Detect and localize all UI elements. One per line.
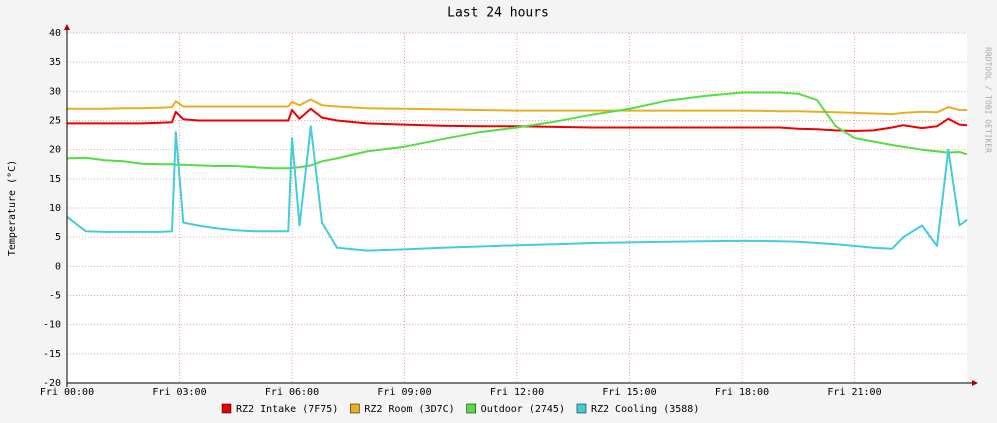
chart-title: Last 24 hours bbox=[447, 6, 549, 21]
legend: RZ2 Intake (7F75) RZ2 Room (3D7C) Outdoor … bbox=[221, 403, 699, 415]
y-tick-label: -20 bbox=[43, 378, 61, 389]
axes: -20 -15 -10 -5 0 5 10 15 20 25 30 35 40 Fri 00:00 Fri … bbox=[40, 24, 978, 398]
y-tick-label: 40 bbox=[49, 28, 61, 39]
y-tick-label: 10 bbox=[49, 203, 61, 214]
series-line bbox=[66, 125, 968, 252]
x-arrow bbox=[972, 380, 978, 386]
legend-label: Outdoor (2745) bbox=[481, 404, 565, 415]
lines bbox=[66, 91, 968, 252]
legend-swatch bbox=[350, 403, 360, 414]
watermark: RRDTOOL / TOBI OETIKER bbox=[984, 47, 993, 153]
y-arrow bbox=[64, 24, 70, 30]
y-tick-label: 5 bbox=[55, 232, 61, 243]
x-tick-label: Fri 03:00 bbox=[152, 387, 206, 398]
y-tick-label: 30 bbox=[49, 86, 61, 97]
y-tick-label: -5 bbox=[49, 291, 61, 302]
x-tick-label: Fri 18:00 bbox=[715, 387, 769, 398]
y-tick-label: -10 bbox=[43, 320, 61, 331]
x-tick-label: Fri 00:00 bbox=[40, 387, 94, 398]
y-tick-label: 35 bbox=[49, 57, 61, 68]
y-tick-label: 15 bbox=[49, 174, 61, 185]
legend-swatch bbox=[466, 403, 476, 414]
x-tick-label: Fri 06:00 bbox=[265, 387, 319, 398]
y-tick-label: 0 bbox=[55, 261, 61, 272]
grid bbox=[66, 32, 967, 384]
legend-swatch bbox=[221, 403, 232, 414]
legend-label: RZ2 Intake (7F75) bbox=[236, 404, 338, 415]
y-tick-label: 20 bbox=[49, 145, 61, 156]
series-line bbox=[67, 107, 968, 132]
x-tick-label: Fri 09:00 bbox=[377, 387, 431, 398]
x-tick-label: Fri 15:00 bbox=[602, 387, 656, 398]
y-axis-label: Temperature (°C) bbox=[7, 160, 18, 256]
series-line bbox=[66, 91, 968, 170]
y-tick-label: 25 bbox=[49, 116, 61, 127]
series-line bbox=[67, 98, 967, 116]
x-tick-label: Fri 12:00 bbox=[490, 387, 544, 398]
x-tick-label: Fri 21:00 bbox=[827, 387, 881, 398]
legend-label: RZ2 Cooling (3588) bbox=[591, 404, 699, 415]
legend-swatch bbox=[576, 403, 587, 414]
legend-label: RZ2 Room (3D7C) bbox=[364, 404, 454, 415]
y-tick-label: -15 bbox=[43, 349, 61, 360]
